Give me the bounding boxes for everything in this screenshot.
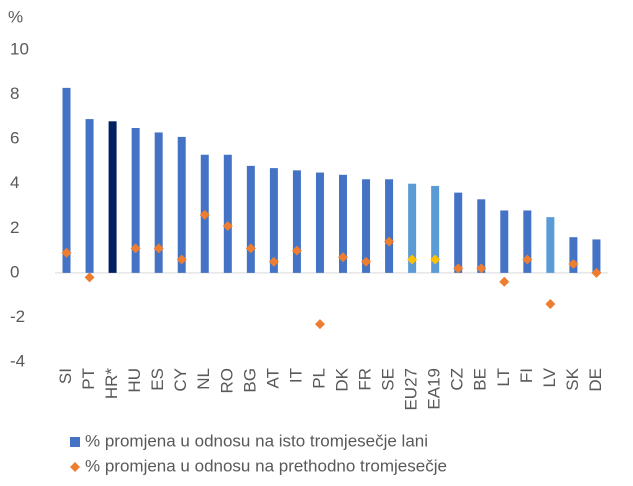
point [568,258,579,269]
bar [177,136,186,273]
bar [454,192,463,273]
x-tick-label: EA19 [425,368,444,410]
bar [292,170,301,273]
x-tick-label: ES [148,368,167,391]
x-tick-label: SK [563,367,582,390]
bar [477,199,486,273]
x-tick-label: NL [194,368,213,390]
point [314,319,325,330]
point [222,221,233,232]
x-tick-label: DK [332,367,351,391]
bar [523,210,532,273]
x-tick-label: BE [471,368,490,391]
y-tick-label: 2 [10,218,19,237]
point [153,243,164,254]
bar [315,172,324,273]
bar [85,119,94,273]
x-tick-label: RO [217,368,236,394]
bar [592,239,601,273]
point [453,263,464,274]
point [545,299,556,310]
point [591,267,602,278]
x-tick-label: DE [586,368,605,392]
bar [108,121,117,273]
bar [569,237,578,273]
bar [385,179,394,273]
bar [408,183,417,273]
bar [339,174,347,273]
bar [269,168,278,273]
x-tick-label: EU27 [402,368,421,411]
x-tick-label: FI [517,368,536,383]
point [407,254,418,265]
legend-label: % promjena u odnosu na prethodno tromjes… [85,456,447,475]
x-tick-label: HR* [102,368,121,400]
y-tick-label: 4 [10,173,19,192]
y-tick-label: 0 [10,262,19,281]
point [476,263,487,274]
point [268,256,279,267]
point [61,247,72,258]
x-tick-label: FR [356,368,375,391]
point [361,256,372,267]
point [199,209,210,220]
x-tick-label: CY [171,368,190,392]
x-tick-label: AT [263,368,282,388]
bar [500,210,509,273]
point [384,236,395,247]
point [130,243,141,254]
x-tick-label: IT [286,368,305,383]
y-tick-label: 8 [10,84,19,103]
y-unit: % [8,7,23,26]
x-tick-label: PT [79,368,98,390]
point [291,245,302,256]
bar [546,217,555,273]
y-tick-label: 10 [10,39,29,58]
point [176,254,187,265]
bar [246,165,255,273]
legend-label: % promjena u odnosu na isto tromjesečje … [85,431,428,450]
x-tick-label: BG [240,368,259,393]
y-tick-label: -2 [10,307,25,326]
bar [362,179,371,273]
x-tick-label: PL [309,368,328,389]
bar [62,87,71,273]
bar [223,154,232,273]
x-tick-label: CZ [448,368,467,391]
x-tick-label: LV [540,367,559,387]
point [522,254,533,265]
point [499,276,510,287]
bar [154,132,163,273]
x-tick-label: SI [56,368,75,384]
point [430,254,441,265]
point [338,252,348,263]
y-tick-label: -4 [10,351,25,370]
point [245,243,256,254]
x-tick-label: HU [125,368,144,393]
x-tick-label: LT [494,368,513,387]
bar [431,185,440,273]
x-tick-label: SE [379,368,398,391]
y-tick-label: 6 [10,129,19,148]
legend-marker [70,462,80,472]
legend-marker [70,437,80,447]
point [84,272,95,283]
bar [131,128,140,273]
